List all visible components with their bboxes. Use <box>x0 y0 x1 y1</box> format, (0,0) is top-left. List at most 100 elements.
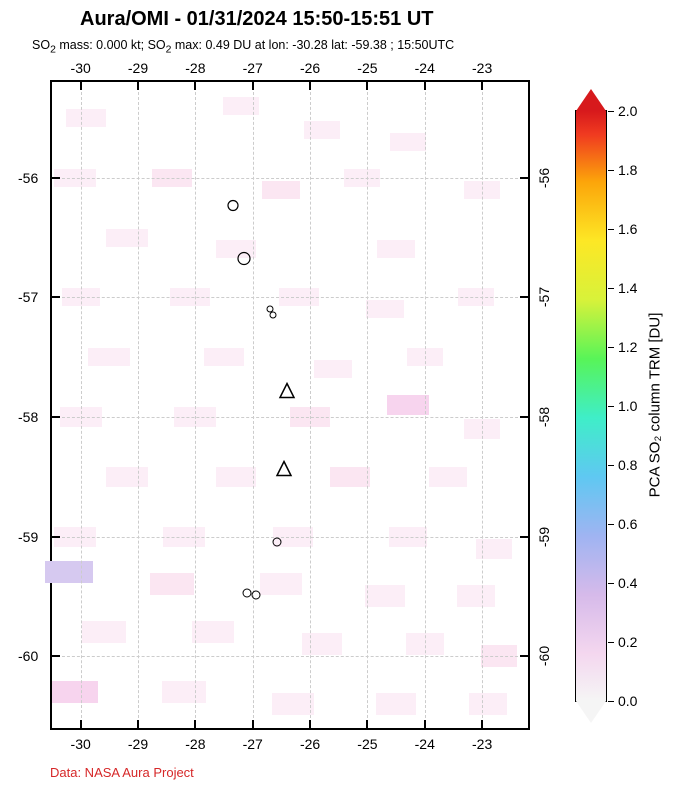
grid-line <box>52 178 528 179</box>
colorbar-tick <box>608 170 614 171</box>
data-pixel <box>365 585 405 607</box>
data-pixel <box>366 300 404 318</box>
y-tick-label: -59 <box>18 529 38 545</box>
grid-line <box>52 537 528 538</box>
data-pixel <box>204 348 244 366</box>
data-pixel <box>52 681 98 703</box>
data-pixel <box>106 229 148 247</box>
data-pixel <box>376 693 416 715</box>
volcano-marker-icon <box>226 198 240 217</box>
colorbar-tick-label: 0.0 <box>618 693 637 709</box>
data-pixel <box>262 181 300 199</box>
axis-tick <box>309 82 311 90</box>
axis-tick <box>52 296 60 298</box>
axis-tick <box>137 82 139 90</box>
axis-tick <box>52 536 60 538</box>
data-pixel <box>469 693 507 715</box>
colorbar-tick-label: 2.0 <box>618 103 637 119</box>
axis-tick <box>520 296 528 298</box>
map-plot-area: -30-30-29-29-28-28-27-27-26-26-25-25-24-… <box>50 80 530 730</box>
colorbar-title: PCA SO₂ column TRM [DU] <box>647 313 664 498</box>
data-pixel <box>457 585 495 607</box>
data-pixel <box>314 360 352 378</box>
axis-tick <box>80 82 82 90</box>
data-pixel <box>304 121 340 139</box>
colorbar-tick <box>608 288 614 289</box>
x-tick-label: -27 <box>243 736 263 752</box>
colorbar-tick-label: 0.4 <box>618 575 637 591</box>
data-pixel <box>272 693 314 715</box>
volcano-marker-icon <box>275 459 293 482</box>
y-tick-label: -56 <box>536 168 552 188</box>
x-tick-label: -24 <box>415 60 435 76</box>
axis-tick <box>194 720 196 728</box>
data-pixel <box>260 573 302 595</box>
volcano-marker-icon <box>242 585 252 603</box>
x-tick-label: -29 <box>128 736 148 752</box>
grid-line <box>310 82 311 728</box>
data-pixel <box>429 467 467 487</box>
x-tick-label: -29 <box>128 60 148 76</box>
data-pixel <box>302 633 342 655</box>
colorbar-tick-label: 1.8 <box>618 162 637 178</box>
axis-tick <box>424 720 426 728</box>
data-pixel <box>223 97 259 115</box>
x-tick-label: -25 <box>357 736 377 752</box>
axis-tick <box>52 177 60 179</box>
x-tick-label: -26 <box>300 60 320 76</box>
x-tick-label: -25 <box>357 60 377 76</box>
grid-line <box>138 82 139 728</box>
chart-subtitle: SO2 mass: 0.000 kt; SO2 max: 0.49 DU at … <box>32 38 454 56</box>
axis-tick <box>52 416 60 418</box>
colorbar-tick <box>608 111 614 112</box>
colorbar-tick <box>608 465 614 466</box>
axis-tick <box>520 536 528 538</box>
x-tick-label: -23 <box>472 736 492 752</box>
axis-tick <box>481 720 483 728</box>
data-pixel <box>330 467 370 487</box>
colorbar-tick <box>608 583 614 584</box>
x-tick-label: -26 <box>300 736 320 752</box>
x-tick-label: -23 <box>472 60 492 76</box>
data-pixel <box>162 681 206 703</box>
y-tick-label: -57 <box>18 289 38 305</box>
colorbar-tick-label: 0.8 <box>618 457 637 473</box>
colorbar-tick-label: 0.2 <box>618 634 637 650</box>
grid-line <box>52 417 528 418</box>
colorbar-tick-label: 1.4 <box>618 280 637 296</box>
chart-title: Aura/OMI - 01/31/2024 15:50-15:51 UT <box>80 8 434 31</box>
volcano-marker-icon <box>272 534 282 552</box>
colorbar-under-arrow-icon <box>576 701 606 723</box>
axis-tick <box>366 82 368 90</box>
y-tick-label: -58 <box>536 407 552 427</box>
y-tick-label: -60 <box>18 648 38 664</box>
grid-line <box>52 656 528 657</box>
axis-tick <box>309 720 311 728</box>
data-pixel <box>387 395 429 415</box>
y-tick-label: -57 <box>536 287 552 307</box>
y-tick-label: -59 <box>536 526 552 546</box>
axis-tick <box>366 720 368 728</box>
axis-tick <box>520 416 528 418</box>
axis-tick <box>520 655 528 657</box>
x-tick-label: -24 <box>415 736 435 752</box>
grid-line <box>425 82 426 728</box>
x-tick-label: -28 <box>185 60 205 76</box>
x-tick-label: -27 <box>243 60 263 76</box>
axis-tick <box>137 720 139 728</box>
grid-line <box>367 82 368 728</box>
axis-tick <box>52 655 60 657</box>
colorbar-over-arrow-icon <box>576 89 606 111</box>
axis-tick <box>424 82 426 90</box>
colorbar-tick <box>608 524 614 525</box>
colorbar-tick-label: 0.6 <box>618 516 637 532</box>
axis-tick <box>252 720 254 728</box>
y-tick-label: -56 <box>18 170 38 186</box>
x-tick-label: -28 <box>185 736 205 752</box>
x-tick-label: -30 <box>71 736 91 752</box>
volcano-marker-icon <box>236 251 252 272</box>
volcano-marker-icon <box>269 306 277 324</box>
data-pixel <box>82 621 126 643</box>
y-tick-label: -60 <box>536 646 552 666</box>
volcano-marker-icon <box>251 587 261 605</box>
